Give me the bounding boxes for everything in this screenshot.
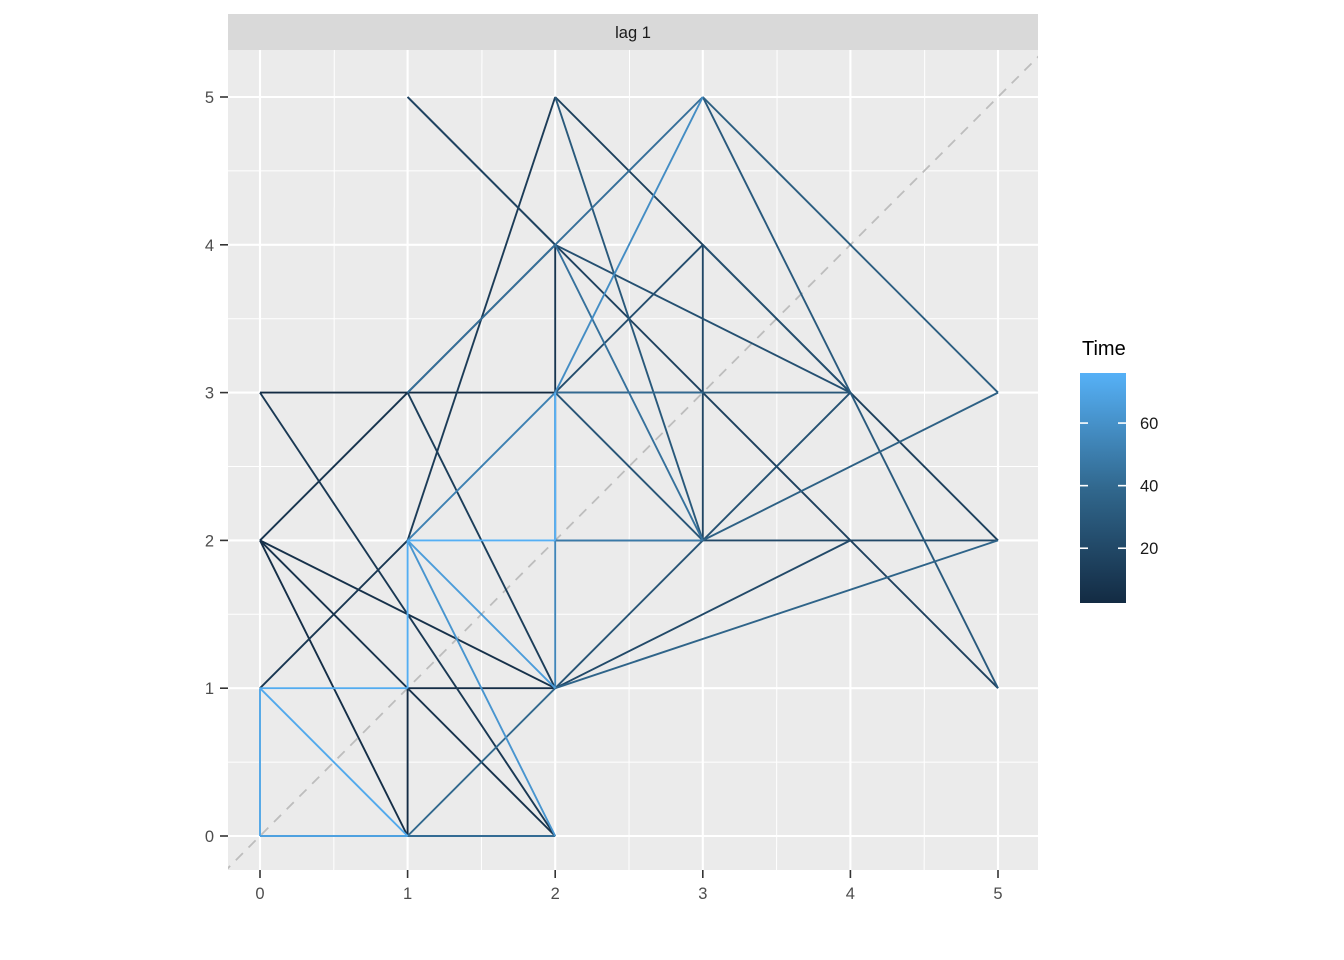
lag-path-segment: [259, 539, 409, 689]
lag-path-segment: [702, 96, 999, 394]
lag-path-segment: [554, 539, 999, 690]
x-axis-tick-label: 1: [403, 885, 412, 903]
lag-path-segment: [406, 539, 557, 837]
lag-path-segment: [554, 539, 704, 689]
y-axis-tick-label: 0: [205, 828, 214, 846]
legend: Time 20 40 60: [1080, 338, 1158, 603]
plot-panel: [228, 50, 1038, 870]
lag-path-segment: [259, 687, 409, 837]
grid-minor-x: [333, 49, 335, 871]
lag-path-segment: [554, 96, 704, 541]
y-axis-tick-label: 2: [205, 532, 214, 550]
reference-line: [228, 55, 1038, 870]
facet-strip: [228, 14, 1038, 50]
legend-tick-label: 40: [1140, 478, 1158, 496]
lag-path-segment: [701, 96, 999, 689]
lag-path-segment: [702, 391, 999, 542]
x-axis-tick-label: 3: [698, 885, 707, 903]
x-axis-tick-label: 0: [255, 885, 264, 903]
y-axis-tick-label: 1: [205, 680, 214, 698]
lag-path-segment: [554, 391, 704, 542]
lag-path-segment: [554, 243, 851, 394]
lag-path-segment: [554, 96, 704, 394]
grid-minor-x: [480, 49, 483, 871]
grid-minor-x: [185, 49, 188, 871]
grid-minor-x: [776, 49, 778, 871]
legend-title: Time: [1082, 338, 1126, 360]
lag-path-segment: [406, 687, 556, 837]
lag-path-segment: [554, 539, 851, 690]
lag-path-segment: [702, 391, 852, 542]
grid-minor-x: [923, 49, 926, 871]
legend-colorbar: [1080, 373, 1126, 603]
legend-tick-label: 60: [1140, 415, 1158, 433]
y-axis-tick-label: 5: [205, 89, 214, 107]
lag-path-segment: [406, 391, 556, 542]
data-layer: [228, 55, 1038, 870]
x-axis-tick-label: 4: [846, 885, 855, 903]
lag-path-segment: [702, 244, 852, 394]
grid-minor-x: [628, 49, 630, 871]
lag-path-segment: [406, 539, 556, 689]
lag-path-segment: [406, 96, 556, 246]
x-axis-tick-label: 2: [551, 885, 560, 903]
y-axis-tick-label: 3: [205, 385, 214, 403]
x-axis-tick-label: 5: [993, 885, 1002, 903]
legend-tick-label: 20: [1140, 540, 1158, 558]
lag-path-segment: [554, 244, 704, 541]
axes: 0 1 2 3 4 5 0 1 2 3 4 5: [205, 89, 1003, 903]
y-axis-tick-label: 4: [205, 237, 214, 255]
facet-strip-label: lag 1: [615, 24, 651, 42]
